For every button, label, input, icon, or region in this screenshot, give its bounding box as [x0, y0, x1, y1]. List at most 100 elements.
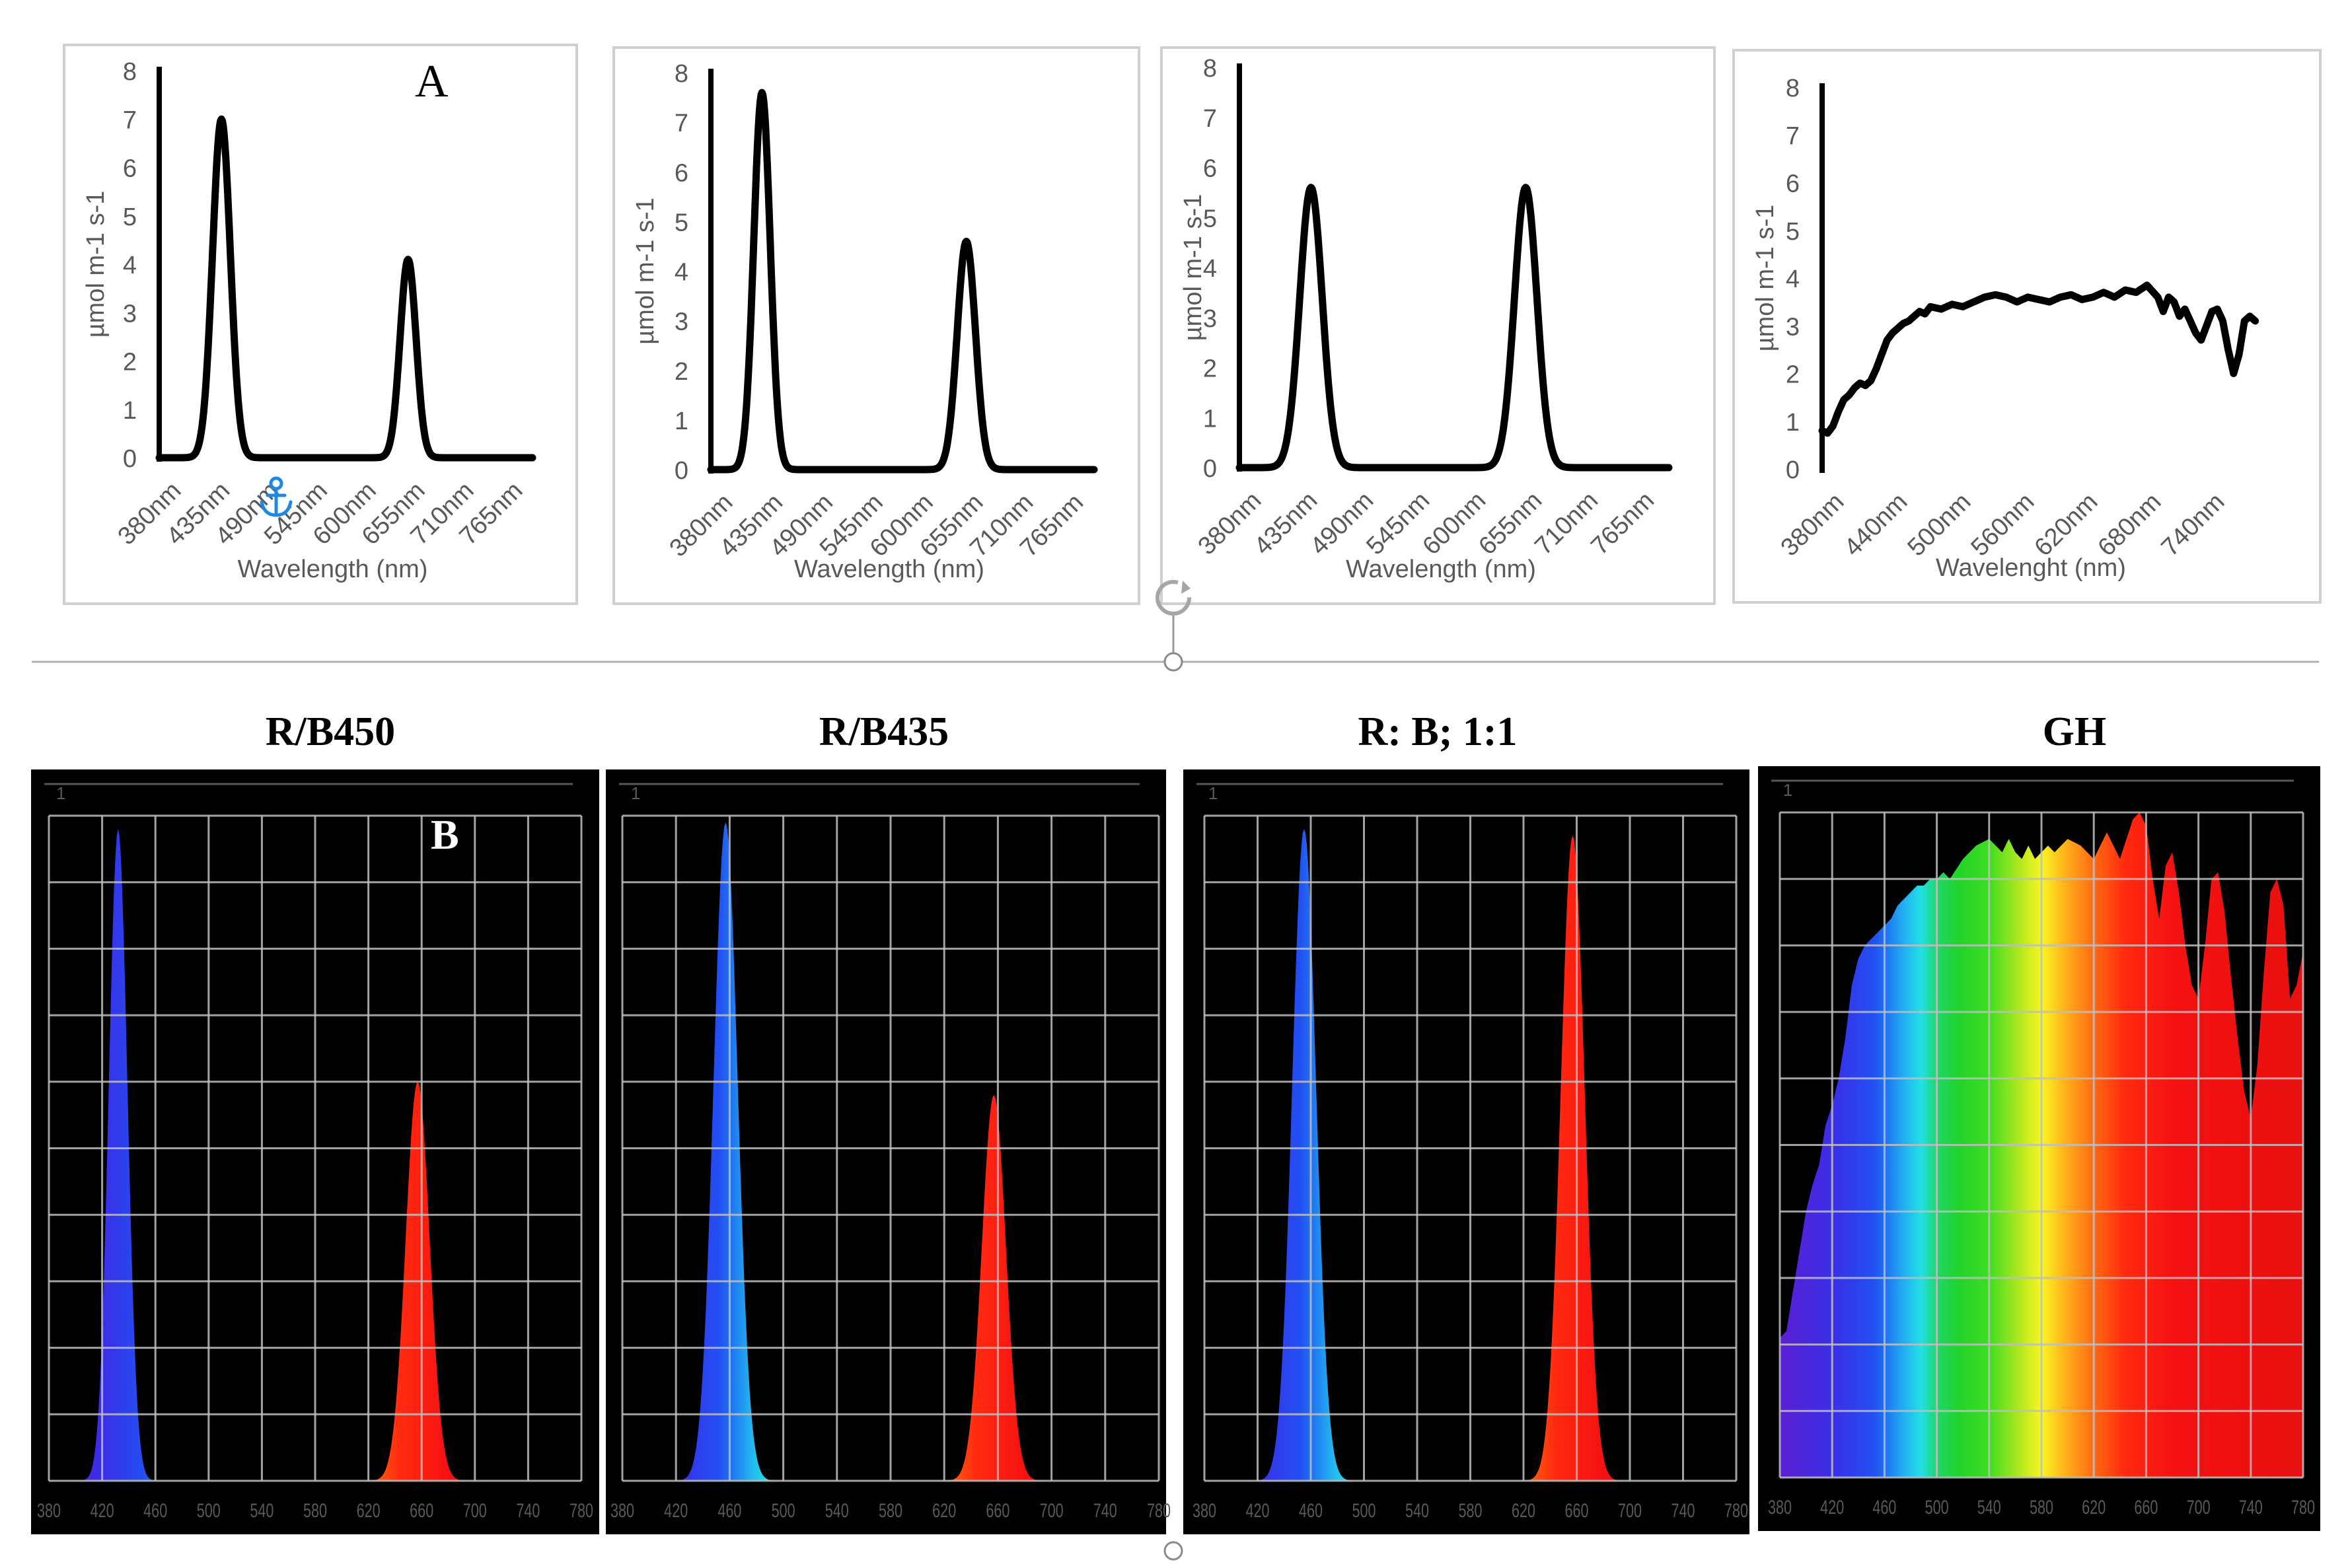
y-tick-label: 1 — [1786, 409, 1800, 437]
bottom-title-gh: GH — [2043, 709, 2106, 754]
y-tick-label: 4 — [123, 252, 137, 279]
x-tick-label: 540 — [825, 1499, 849, 1521]
x-tick-label: 620 — [357, 1499, 381, 1521]
y-top-tick-label: 1 — [1208, 783, 1218, 803]
line-chart-4: 012345678380nm440nm500nm560nm620nm680nm7… — [1732, 49, 2322, 604]
y-tick-label: 4 — [675, 259, 688, 287]
panel-label-a: A — [415, 56, 449, 107]
x-tick-label: 740 — [1671, 1499, 1695, 1521]
x-tick-label: 700 — [1040, 1499, 1064, 1521]
spectrum-background — [1183, 769, 1749, 1534]
y-tick-label: 2 — [675, 358, 688, 386]
x-axis-title: Wavelength (nm) — [794, 555, 984, 583]
x-tick-label: 460 — [717, 1499, 741, 1521]
y-tick-label: 5 — [1203, 205, 1217, 232]
y-tick-label: 5 — [1786, 218, 1800, 246]
y-axis-title: µmol m-1 s-1 — [1751, 205, 1779, 351]
x-tick-label: 580 — [2030, 1495, 2053, 1518]
bottom-title-rb450: R/B450 — [266, 709, 395, 754]
x-tick-label: 420 — [1245, 1499, 1269, 1521]
y-tick-label: 4 — [1786, 266, 1800, 293]
y-tick-label: 4 — [1203, 255, 1217, 283]
x-tick-label: 380 — [1193, 1499, 1216, 1521]
x-tick-label: 780 — [1147, 1499, 1171, 1521]
y-tick-label: 2 — [123, 349, 137, 376]
x-tick-label: 780 — [1724, 1499, 1748, 1521]
y-top-tick-label: 1 — [631, 783, 640, 803]
y-tick-label: 1 — [1203, 405, 1217, 433]
y-tick-label: 8 — [1786, 75, 1800, 102]
x-tick-label: 460 — [1872, 1495, 1896, 1518]
line-chart-3: 012345678380nm435nm490nm545nm600nm655nm7… — [1160, 46, 1716, 605]
x-tick-label: 380 — [37, 1499, 61, 1521]
y-tick-label: 0 — [1203, 455, 1217, 483]
bottom-title-rb11: R: B; 1:1 — [1358, 709, 1517, 754]
resize-handle[interactable] — [1163, 652, 1183, 672]
panel-label-b: B — [431, 811, 459, 858]
x-tick-label: 580 — [303, 1499, 327, 1521]
y-top-tick-label: 1 — [56, 783, 65, 803]
panel-b-spectra: 1 380 420 460 500 540 580 620 660 700 740 780 1 380 42… — [31, 766, 2320, 1534]
x-tick-label: 580 — [1458, 1499, 1482, 1521]
anchor-icon — [260, 476, 293, 517]
x-tick-label: 500 — [1352, 1499, 1376, 1521]
y-tick-label: 6 — [1203, 155, 1217, 183]
y-tick-label: 6 — [675, 159, 688, 187]
x-tick-label: 540 — [1977, 1495, 2001, 1518]
series-line — [707, 89, 1098, 474]
y-tick-label: 8 — [123, 58, 137, 86]
y-tick-label: 1 — [123, 397, 137, 425]
x-tick-label: 500 — [197, 1499, 221, 1521]
line-chart-2: 012345678380nm435nm490nm545nm600nm655nm7… — [612, 46, 1140, 605]
rotate-handle-icon[interactable] — [1156, 580, 1191, 616]
y-tick-label: 7 — [1786, 122, 1800, 150]
y-tick-label: 5 — [675, 209, 688, 236]
x-tick-label: 780 — [569, 1499, 593, 1521]
y-tick-label: 2 — [1203, 355, 1217, 383]
chart-frame — [1160, 46, 1716, 605]
x-tick-label: 620 — [2082, 1495, 2106, 1518]
y-tick-label: 7 — [1203, 105, 1217, 133]
y-tick-label: 6 — [123, 155, 137, 183]
x-tick-label: 660 — [2134, 1495, 2158, 1518]
x-tick-label: 700 — [1618, 1499, 1642, 1521]
chart-frame — [612, 46, 1140, 605]
spectrum-chart-1: 1 380 420 460 500 540 580 620 660 700 740 780 — [31, 769, 599, 1534]
y-axis-title: µmol m-1 s-1 — [1179, 194, 1207, 341]
y-axis-title: µmol m-1 s-1 — [632, 197, 659, 344]
bottom-handle[interactable] — [1163, 1541, 1183, 1561]
x-axis-title: Wavelenght (nm) — [1936, 554, 2126, 582]
series-line — [155, 115, 536, 462]
y-tick-label: 8 — [675, 60, 688, 88]
x-tick-label: 740 — [2239, 1495, 2263, 1518]
x-tick-label: 420 — [664, 1499, 688, 1521]
x-tick-label: 380 — [610, 1499, 634, 1521]
x-axis-title: Wavelength (nm) — [238, 555, 428, 583]
spectrum-chart-2: 1 380 420 460 500 540 580 620 660 700 740 780 — [606, 769, 1171, 1534]
x-tick-label: 620 — [1512, 1499, 1535, 1521]
x-tick-label: 620 — [932, 1499, 956, 1521]
x-tick-label: 700 — [463, 1499, 487, 1521]
x-tick-label: 460 — [1299, 1499, 1323, 1521]
x-tick-label: 780 — [2291, 1495, 2315, 1518]
series-line — [1818, 281, 2259, 437]
x-tick-label: 700 — [2187, 1495, 2211, 1518]
bottom-title-rb435: R/B435 — [819, 709, 949, 754]
spectrum-background — [606, 769, 1166, 1534]
line-chart-1: 012345678380nm435nm490nm545nm600nm655nm7… — [63, 44, 578, 605]
y-axis-title: µmol m-1 s-1 — [82, 191, 110, 338]
y-tick-label: 0 — [123, 445, 137, 473]
x-tick-label: 660 — [1564, 1499, 1588, 1521]
x-tick-label: 500 — [772, 1499, 795, 1521]
x-tick-label: 380 — [1768, 1495, 1792, 1518]
x-axis-title: Wavelength (nm) — [1346, 555, 1536, 583]
y-tick-label: 7 — [675, 110, 688, 137]
x-tick-label: 540 — [250, 1499, 274, 1521]
y-tick-label: 3 — [123, 300, 137, 328]
y-tick-label: 3 — [675, 308, 688, 336]
panel-a-charts: 012345678380nm435nm490nm545nm600nm655nm7… — [63, 44, 2322, 605]
x-tick-label: 740 — [516, 1499, 540, 1521]
y-tick-label: 3 — [1203, 305, 1217, 333]
x-tick-label: 420 — [1820, 1495, 1844, 1518]
